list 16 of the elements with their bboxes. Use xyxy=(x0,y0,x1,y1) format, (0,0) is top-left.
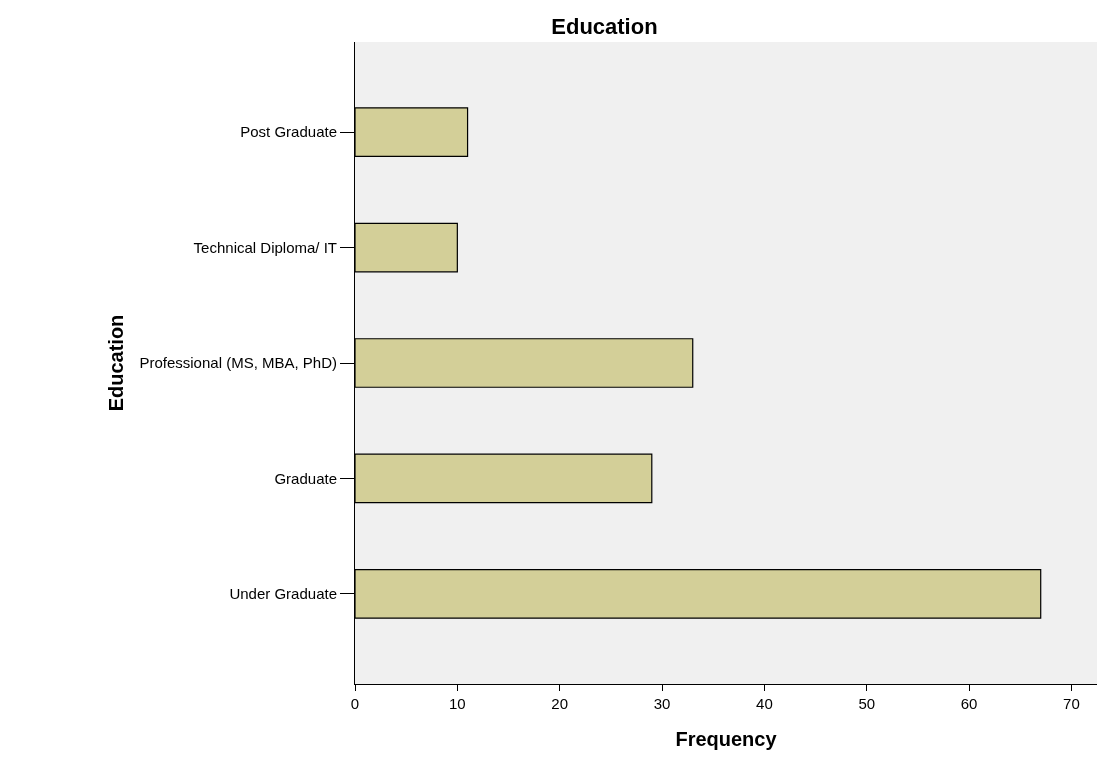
x-tick-label: 60 xyxy=(960,695,978,712)
chart-title: Education xyxy=(551,14,658,40)
x-tick-label: 20 xyxy=(551,695,569,712)
x-tick-label: 30 xyxy=(653,695,671,712)
x-axis-title: Frequency xyxy=(675,727,778,750)
y-tick-label: Technical Diploma/ IT xyxy=(193,238,337,256)
x-tick-label: 70 xyxy=(1063,695,1080,712)
x-tick-label: 0 xyxy=(350,695,360,712)
y-tick-label: Post Graduate xyxy=(240,123,337,141)
x-tick-label: 50 xyxy=(858,695,876,712)
x-tick-label: 40 xyxy=(756,695,773,712)
y-tick-label: Professional (MS, MBA, PhD) xyxy=(139,354,337,372)
y-axis-title: Education xyxy=(104,314,127,412)
x-tick-label: 10 xyxy=(449,695,466,712)
y-tick-label: Graduate xyxy=(274,469,337,487)
y-tick-label: Under Graduate xyxy=(229,585,337,603)
